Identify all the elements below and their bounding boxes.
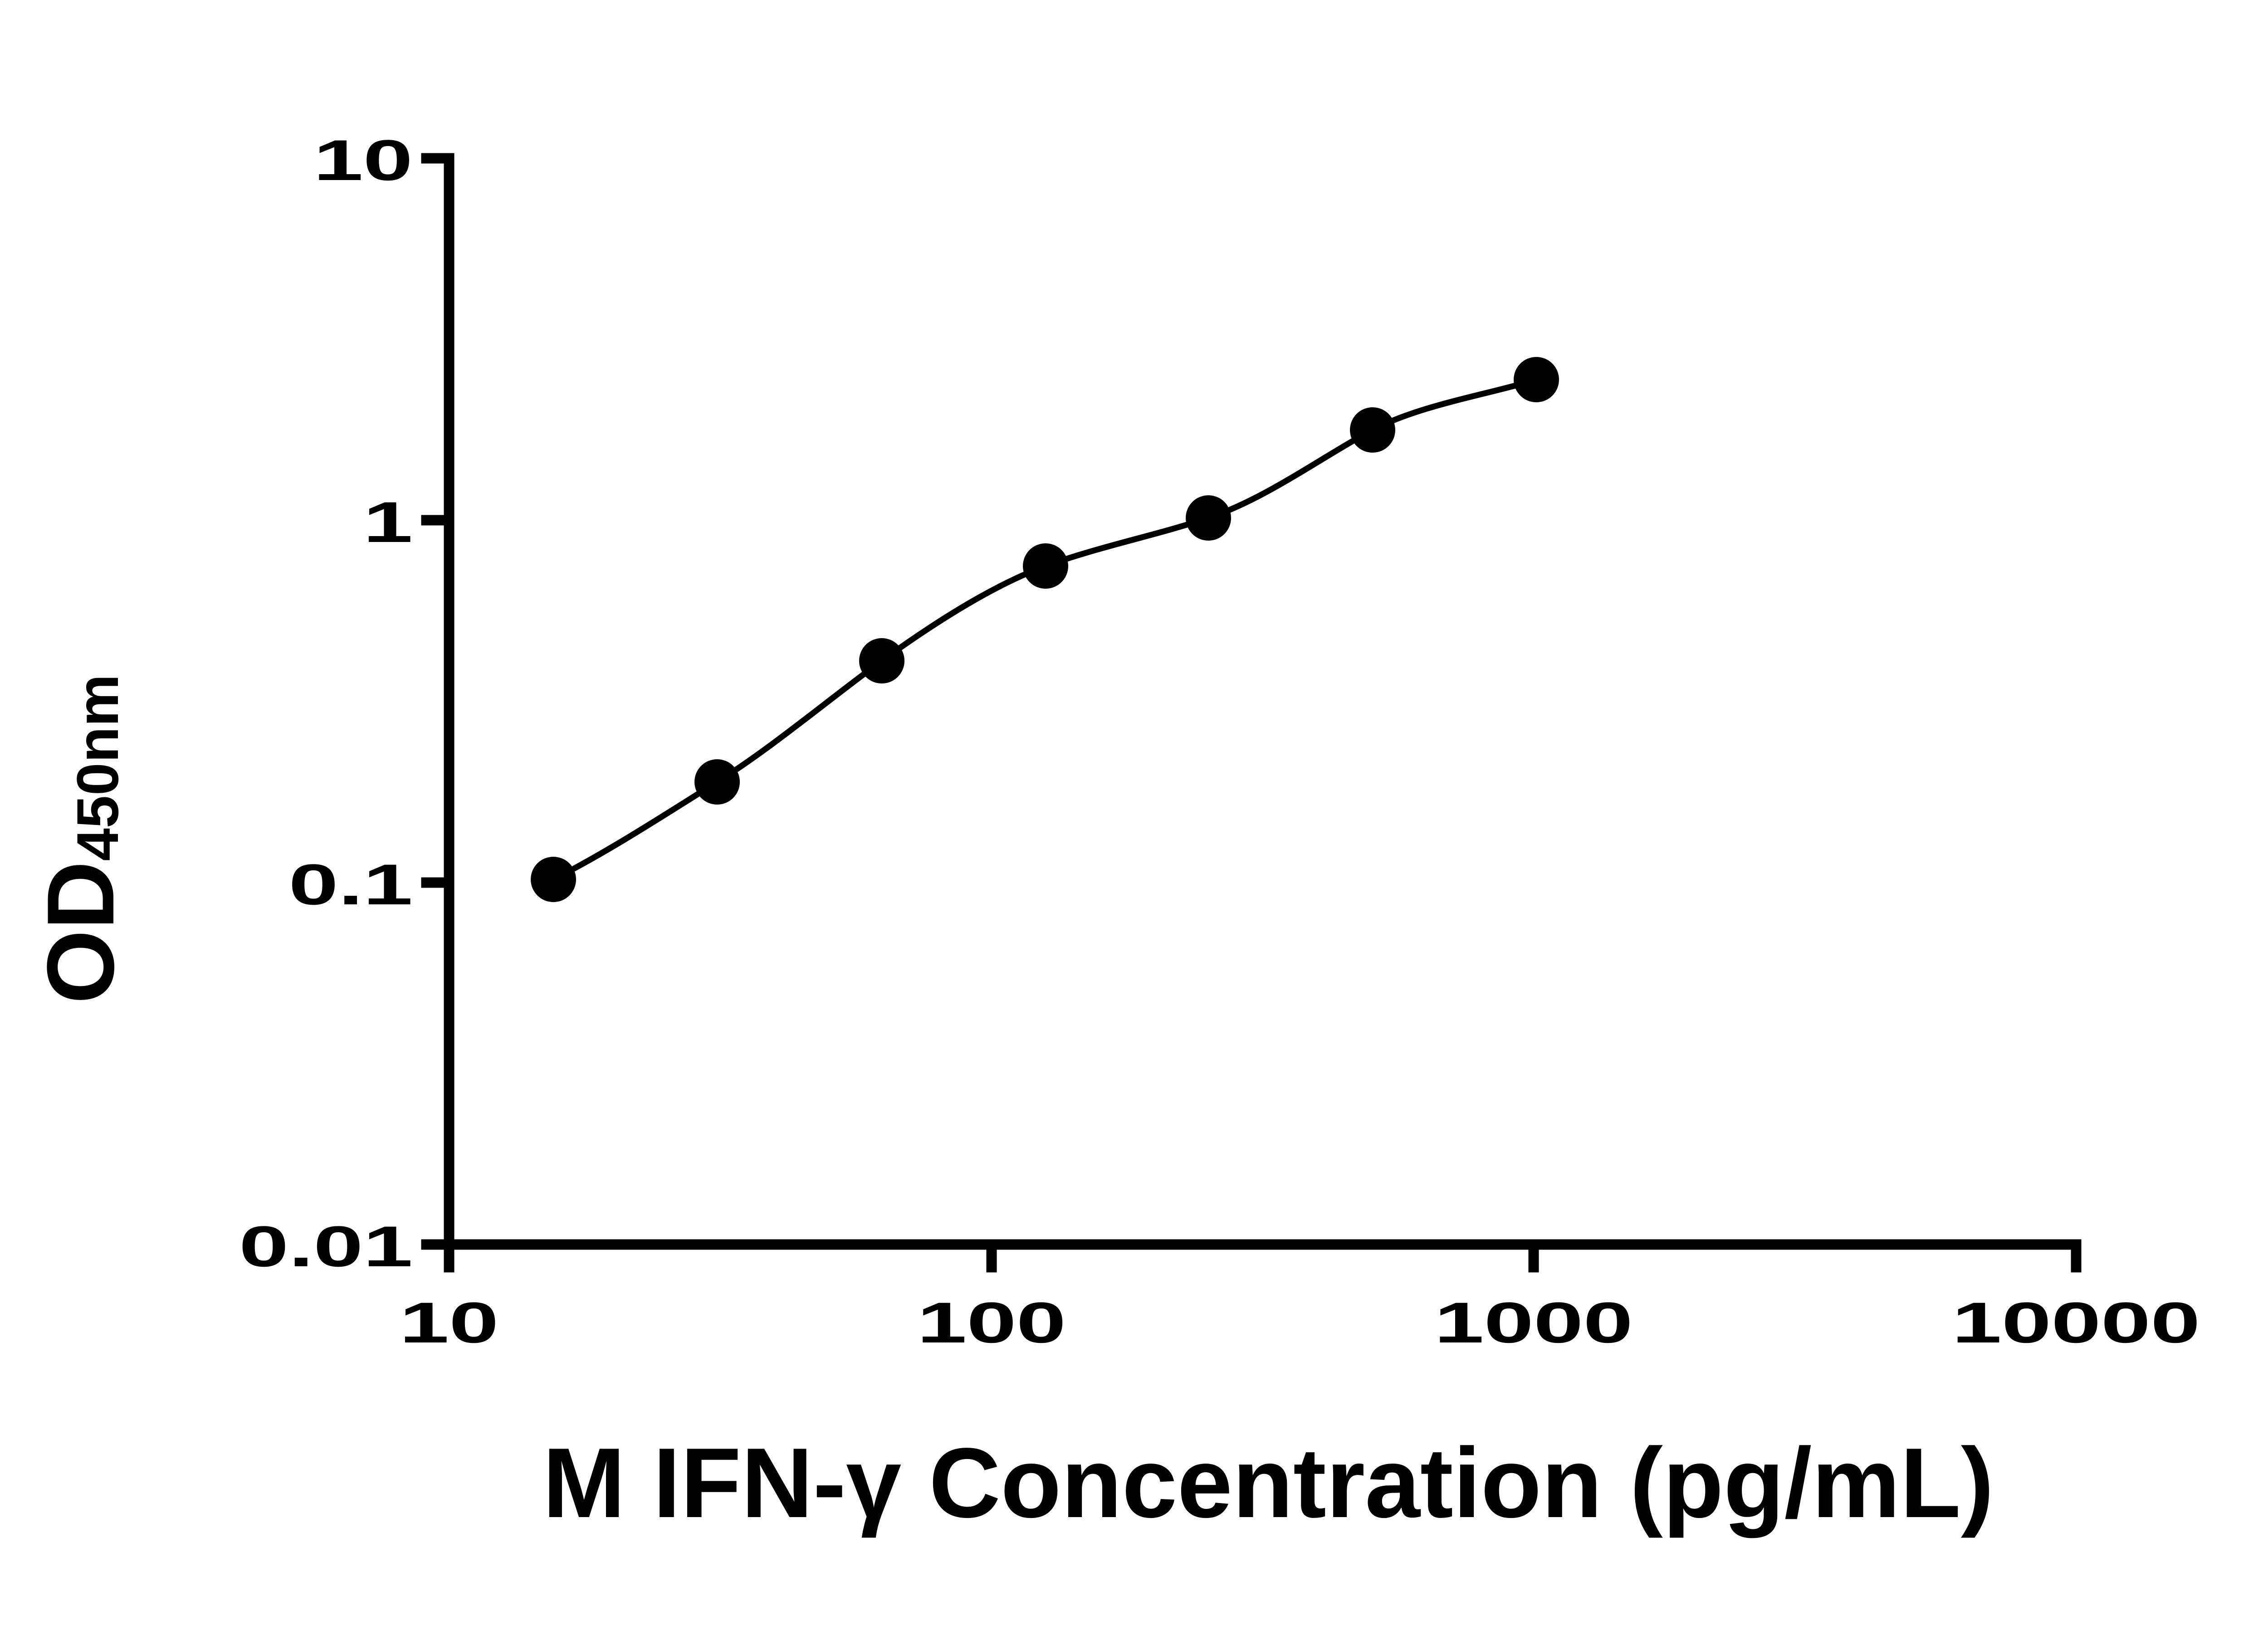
svg-text:100: 100 <box>917 1291 1066 1355</box>
svg-text:M IFN-γ Concentration (pg/mL): M IFN-γ Concentration (pg/mL) <box>543 1428 1994 1538</box>
svg-text:0.01: 0.01 <box>239 1215 413 1279</box>
svg-text:10: 10 <box>313 128 413 193</box>
svg-text:0.1: 0.1 <box>288 853 413 917</box>
svg-text:10000: 10000 <box>1952 1291 2200 1355</box>
svg-text:1: 1 <box>363 490 413 555</box>
svg-text:1000: 1000 <box>1434 1291 1633 1355</box>
svg-text:OD450nm: OD450nm <box>27 674 134 1004</box>
svg-text:10: 10 <box>400 1291 499 1355</box>
